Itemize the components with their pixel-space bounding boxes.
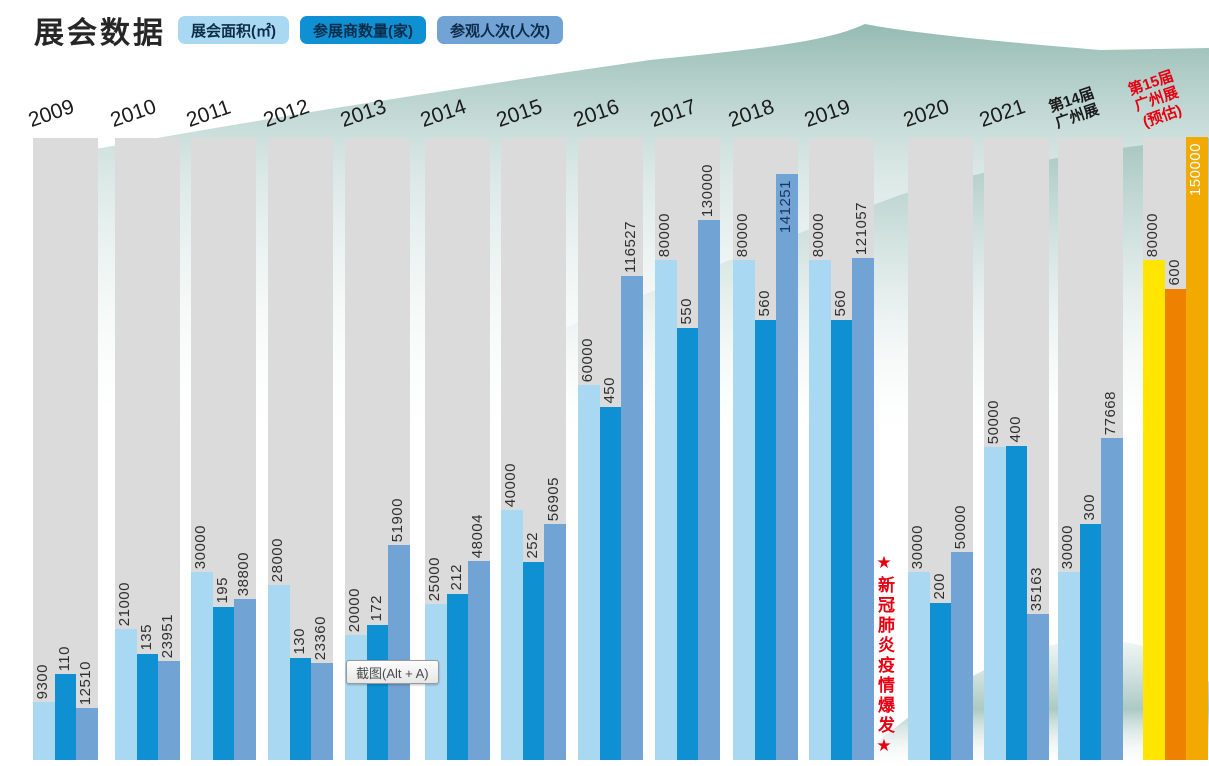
bar-value-label: 195 xyxy=(213,577,231,604)
bar-value-label: 400 xyxy=(1006,416,1024,443)
bar-area xyxy=(115,629,137,760)
bar-value-label: 600 xyxy=(1165,259,1183,286)
bar-visitors xyxy=(852,258,874,760)
column-background xyxy=(33,138,98,760)
bar-exhibitors xyxy=(1079,524,1102,760)
bar-value-label: 560 xyxy=(755,290,773,317)
bar-value-label: 116527 xyxy=(622,221,640,273)
bar-exhibitors xyxy=(754,320,777,760)
bar-exhibitors xyxy=(830,320,853,760)
bar-visitors xyxy=(1027,614,1049,760)
legend-pill-exhibitors: 参展商数量(家) xyxy=(300,16,426,44)
bar-visitors xyxy=(1186,137,1208,760)
bar-value-label: 38800 xyxy=(235,551,253,596)
bar-exhibitors xyxy=(929,603,952,760)
bar-value-label: 550 xyxy=(677,298,695,325)
bar-value-label: 110 xyxy=(55,645,73,671)
bar-exhibitors xyxy=(212,607,235,760)
bar-value-label: 60000 xyxy=(578,337,596,382)
bar-value-label: 80000 xyxy=(655,212,673,257)
bar-value-label: 121057 xyxy=(853,201,871,255)
bar-exhibitors xyxy=(289,658,312,760)
bar-value-label: 20000 xyxy=(345,587,363,632)
bar-value-label: 150000 xyxy=(1187,143,1205,197)
screenshot-tooltip: 截图(Alt + A) xyxy=(346,660,439,684)
bar-exhibitors xyxy=(676,328,699,760)
legend-pill-area: 展会面积(㎡) xyxy=(178,16,289,44)
bar-value-label: 300 xyxy=(1080,494,1098,521)
legend: 展会面积(㎡) 参展商数量(家) 参观人次(人次) xyxy=(178,16,563,44)
bar-area xyxy=(345,635,367,760)
bar-value-label: 172 xyxy=(367,595,385,622)
bar-value-label: 12510 xyxy=(77,660,95,705)
bar-visitors xyxy=(1101,438,1123,760)
bar-exhibitors xyxy=(446,594,469,760)
bar-value-label: 51900 xyxy=(389,497,407,542)
bar-value-label: 135 xyxy=(137,624,155,651)
bar-area xyxy=(1143,260,1165,760)
bar-exhibitors xyxy=(1164,289,1187,760)
bar-area xyxy=(908,572,930,760)
bar-value-label: 80000 xyxy=(809,212,827,257)
bar-value-label: 30000 xyxy=(908,524,926,569)
bar-value-label: 130 xyxy=(290,628,308,655)
bar-value-label: 35163 xyxy=(1028,566,1046,611)
bar-visitors xyxy=(311,663,333,760)
bar-area xyxy=(578,385,600,760)
covid-outbreak-note: ★新冠肺炎疫情爆发★ xyxy=(875,553,894,759)
bar-value-label: 50000 xyxy=(984,399,1002,444)
bar-value-label: 80000 xyxy=(733,212,751,257)
bar-exhibitors xyxy=(1005,446,1028,760)
bar-value-label: 200 xyxy=(930,573,948,600)
bar-value-label: 141251 xyxy=(777,180,795,234)
bar-value-label: 50000 xyxy=(952,504,970,549)
bar-value-label: 40000 xyxy=(501,462,519,507)
bar-exhibitors xyxy=(54,674,77,760)
legend-pill-visitors: 参观人次(人次) xyxy=(437,16,563,44)
bar-value-label: 80000 xyxy=(1143,212,1161,257)
bar-exhibitors xyxy=(366,625,389,760)
bar-value-label: 9300 xyxy=(33,663,51,699)
bar-visitors xyxy=(388,545,410,760)
bar-value-label: 30000 xyxy=(1058,524,1076,569)
bar-area xyxy=(733,260,755,760)
bar-area xyxy=(984,447,1006,760)
bar-value-label: 23360 xyxy=(312,615,330,660)
bar-visitors xyxy=(158,661,180,760)
page-title: 展会数据 xyxy=(34,17,166,50)
bar-visitors xyxy=(776,174,798,760)
bar-area xyxy=(191,572,213,760)
bar-value-label: 48004 xyxy=(469,513,487,558)
bar-visitors xyxy=(468,561,490,760)
bar-visitors xyxy=(951,552,973,760)
bar-exhibitors xyxy=(136,654,159,760)
bar-value-label: 77668 xyxy=(1102,390,1120,435)
bar-value-label: 56905 xyxy=(545,476,563,521)
bar-value-label: 450 xyxy=(600,377,618,404)
bar-value-label: 252 xyxy=(523,532,541,559)
bar-visitors xyxy=(234,599,256,760)
bar-value-label: 560 xyxy=(831,290,849,317)
bar-value-label: 23951 xyxy=(159,613,177,658)
bar-area xyxy=(268,585,290,760)
bar-area xyxy=(655,260,677,760)
bar-area xyxy=(501,510,523,760)
bar-area xyxy=(809,260,831,760)
bar-value-label: 21000 xyxy=(115,581,133,626)
bar-area xyxy=(1058,572,1080,760)
bar-value-label: 30000 xyxy=(191,524,209,569)
bar-visitors xyxy=(698,220,720,760)
bar-area xyxy=(33,702,55,760)
bar-value-label: 25000 xyxy=(425,556,443,601)
bar-exhibitors xyxy=(522,562,545,760)
bar-exhibitors xyxy=(599,407,622,760)
bar-value-label: 212 xyxy=(447,564,465,591)
bar-value-label: 130000 xyxy=(699,163,717,217)
bar-visitors xyxy=(621,276,643,760)
bar-value-label: 28000 xyxy=(268,537,286,582)
bar-visitors xyxy=(544,524,566,760)
bar-visitors xyxy=(76,708,98,760)
